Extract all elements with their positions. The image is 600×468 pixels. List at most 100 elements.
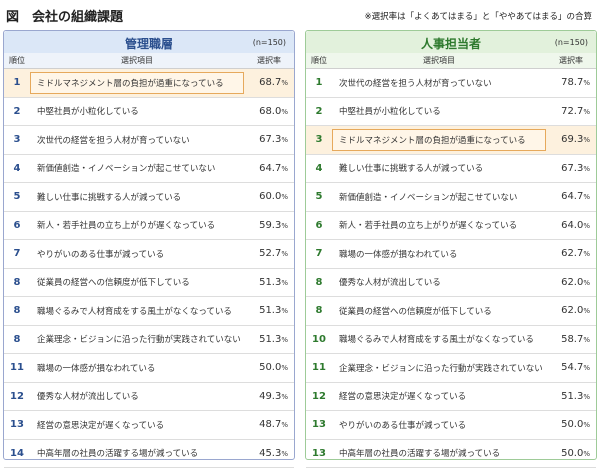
item-cell: 企業理念・ビジョンに沿った行動が実践されていない [332,357,546,379]
item-cell: 新価値創造・イノベーションが起こせていない [30,157,244,179]
percent-sign: % [583,336,590,344]
item-cell: 中堅社員が小粒化している [30,100,244,122]
rank-cell: 3 [4,134,30,145]
panel-header: 人事担当者 (n=150) [306,31,596,53]
rank-cell: 4 [306,163,332,174]
item-cell: 新人・若手社員の立ち上がりが遅くなっている [30,214,244,236]
item-cell: 難しい仕事に挑戦する人が減っている [30,186,244,208]
item-cell: 従業員の経営への信頼度が低下している [332,300,546,322]
rank-cell: 6 [4,220,30,231]
rate-value: 64.0 [561,220,583,231]
rate-cell: 54.7% [546,362,596,373]
percent-sign: % [583,193,590,201]
item-cell: 中高年層の社員の活躍する場が減っている [30,442,244,464]
rank-cell: 6 [306,220,332,231]
rate-cell: 62.0% [546,305,596,316]
percent-sign: % [583,222,590,230]
item-cell: 職場の一体感が損なわれている [30,357,244,379]
rate-value: 51.3 [561,391,583,402]
percent-sign: % [281,393,288,401]
percent-sign: % [281,364,288,372]
item-cell: 新人・若手社員の立ち上がりが遅くなっている [332,214,546,236]
percent-sign: % [583,421,590,429]
rate-value: 50.0 [561,448,583,459]
col-rank: 順位 [306,53,332,68]
rate-cell: 51.3% [546,391,596,402]
rate-value: 67.3 [259,134,281,145]
rate-cell: 50.0% [546,448,596,459]
rate-value: 58.7 [561,334,583,345]
figure-note: ※選択率は「よくあてはまる」と「ややあてはまる」の合算 [365,10,592,22]
percent-sign: % [583,364,590,372]
rank-cell: 13 [4,419,30,430]
rank-cell: 1 [4,77,30,88]
rate-value: 48.7 [259,419,281,430]
rate-cell: 58.7% [546,334,596,345]
rank-cell: 14 [4,448,30,459]
item-cell: やりがいのある仕事が減っている [332,414,546,436]
rate-value: 51.3 [259,305,281,316]
percent-sign: % [583,250,590,258]
rate-value: 64.7 [259,163,281,174]
rate-cell: 72.7% [546,106,596,117]
percent-sign: % [281,336,288,344]
percent-sign: % [281,279,288,287]
rate-cell: 62.0% [546,277,596,288]
item-cell: 職場の一体感が損なわれている [332,243,546,265]
column-header: 順位 選択項目 選択率 [306,53,596,69]
rank-cell: 2 [306,106,332,117]
rank-cell: 4 [4,163,30,174]
figure-title: 図 会社の組織課題 [6,6,123,25]
percent-sign: % [583,108,590,116]
rate-cell: 64.7% [244,163,294,174]
rate-value: 45.3 [259,448,281,459]
item-cell: 難しい仕事に挑戦する人が減っている [332,157,546,179]
item-cell: 中高年層の社員の活躍する場が減っている [332,442,546,464]
rate-cell: 52.7% [244,248,294,259]
percent-sign: % [583,165,590,173]
item-cell: 職場ぐるみで人材育成をする風土がなくなっている [30,300,244,322]
rank-cell: 7 [306,248,332,259]
rate-cell: 64.7% [546,191,596,202]
rate-cell: 48.7% [244,419,294,430]
rate-cell: 51.3% [244,277,294,288]
rank-cell: 5 [306,191,332,202]
rate-value: 64.7 [561,191,583,202]
rate-cell: 51.3% [244,305,294,316]
rate-value: 62.0 [561,305,583,316]
rank-cell: 12 [4,391,30,402]
rate-cell: 67.3% [244,134,294,145]
percent-sign: % [583,136,590,144]
rank-cell: 11 [4,362,30,373]
panel-title: 管理職層 [4,35,294,52]
item-cell: 新価値創造・イノベーションが起こせていない [332,186,546,208]
panel-header: 管理職層 (n=150) [4,31,294,53]
rate-value: 60.0 [259,191,281,202]
item-cell: ミドルマネジメント層の負担が過重になっている [332,129,546,151]
rate-value: 68.7 [259,77,281,88]
rate-cell: 60.0% [244,191,294,202]
rank-cell: 7 [4,248,30,259]
col-rate: 選択率 [546,53,596,68]
rate-cell: 45.3% [244,448,294,459]
rate-value: 78.7 [561,77,583,88]
